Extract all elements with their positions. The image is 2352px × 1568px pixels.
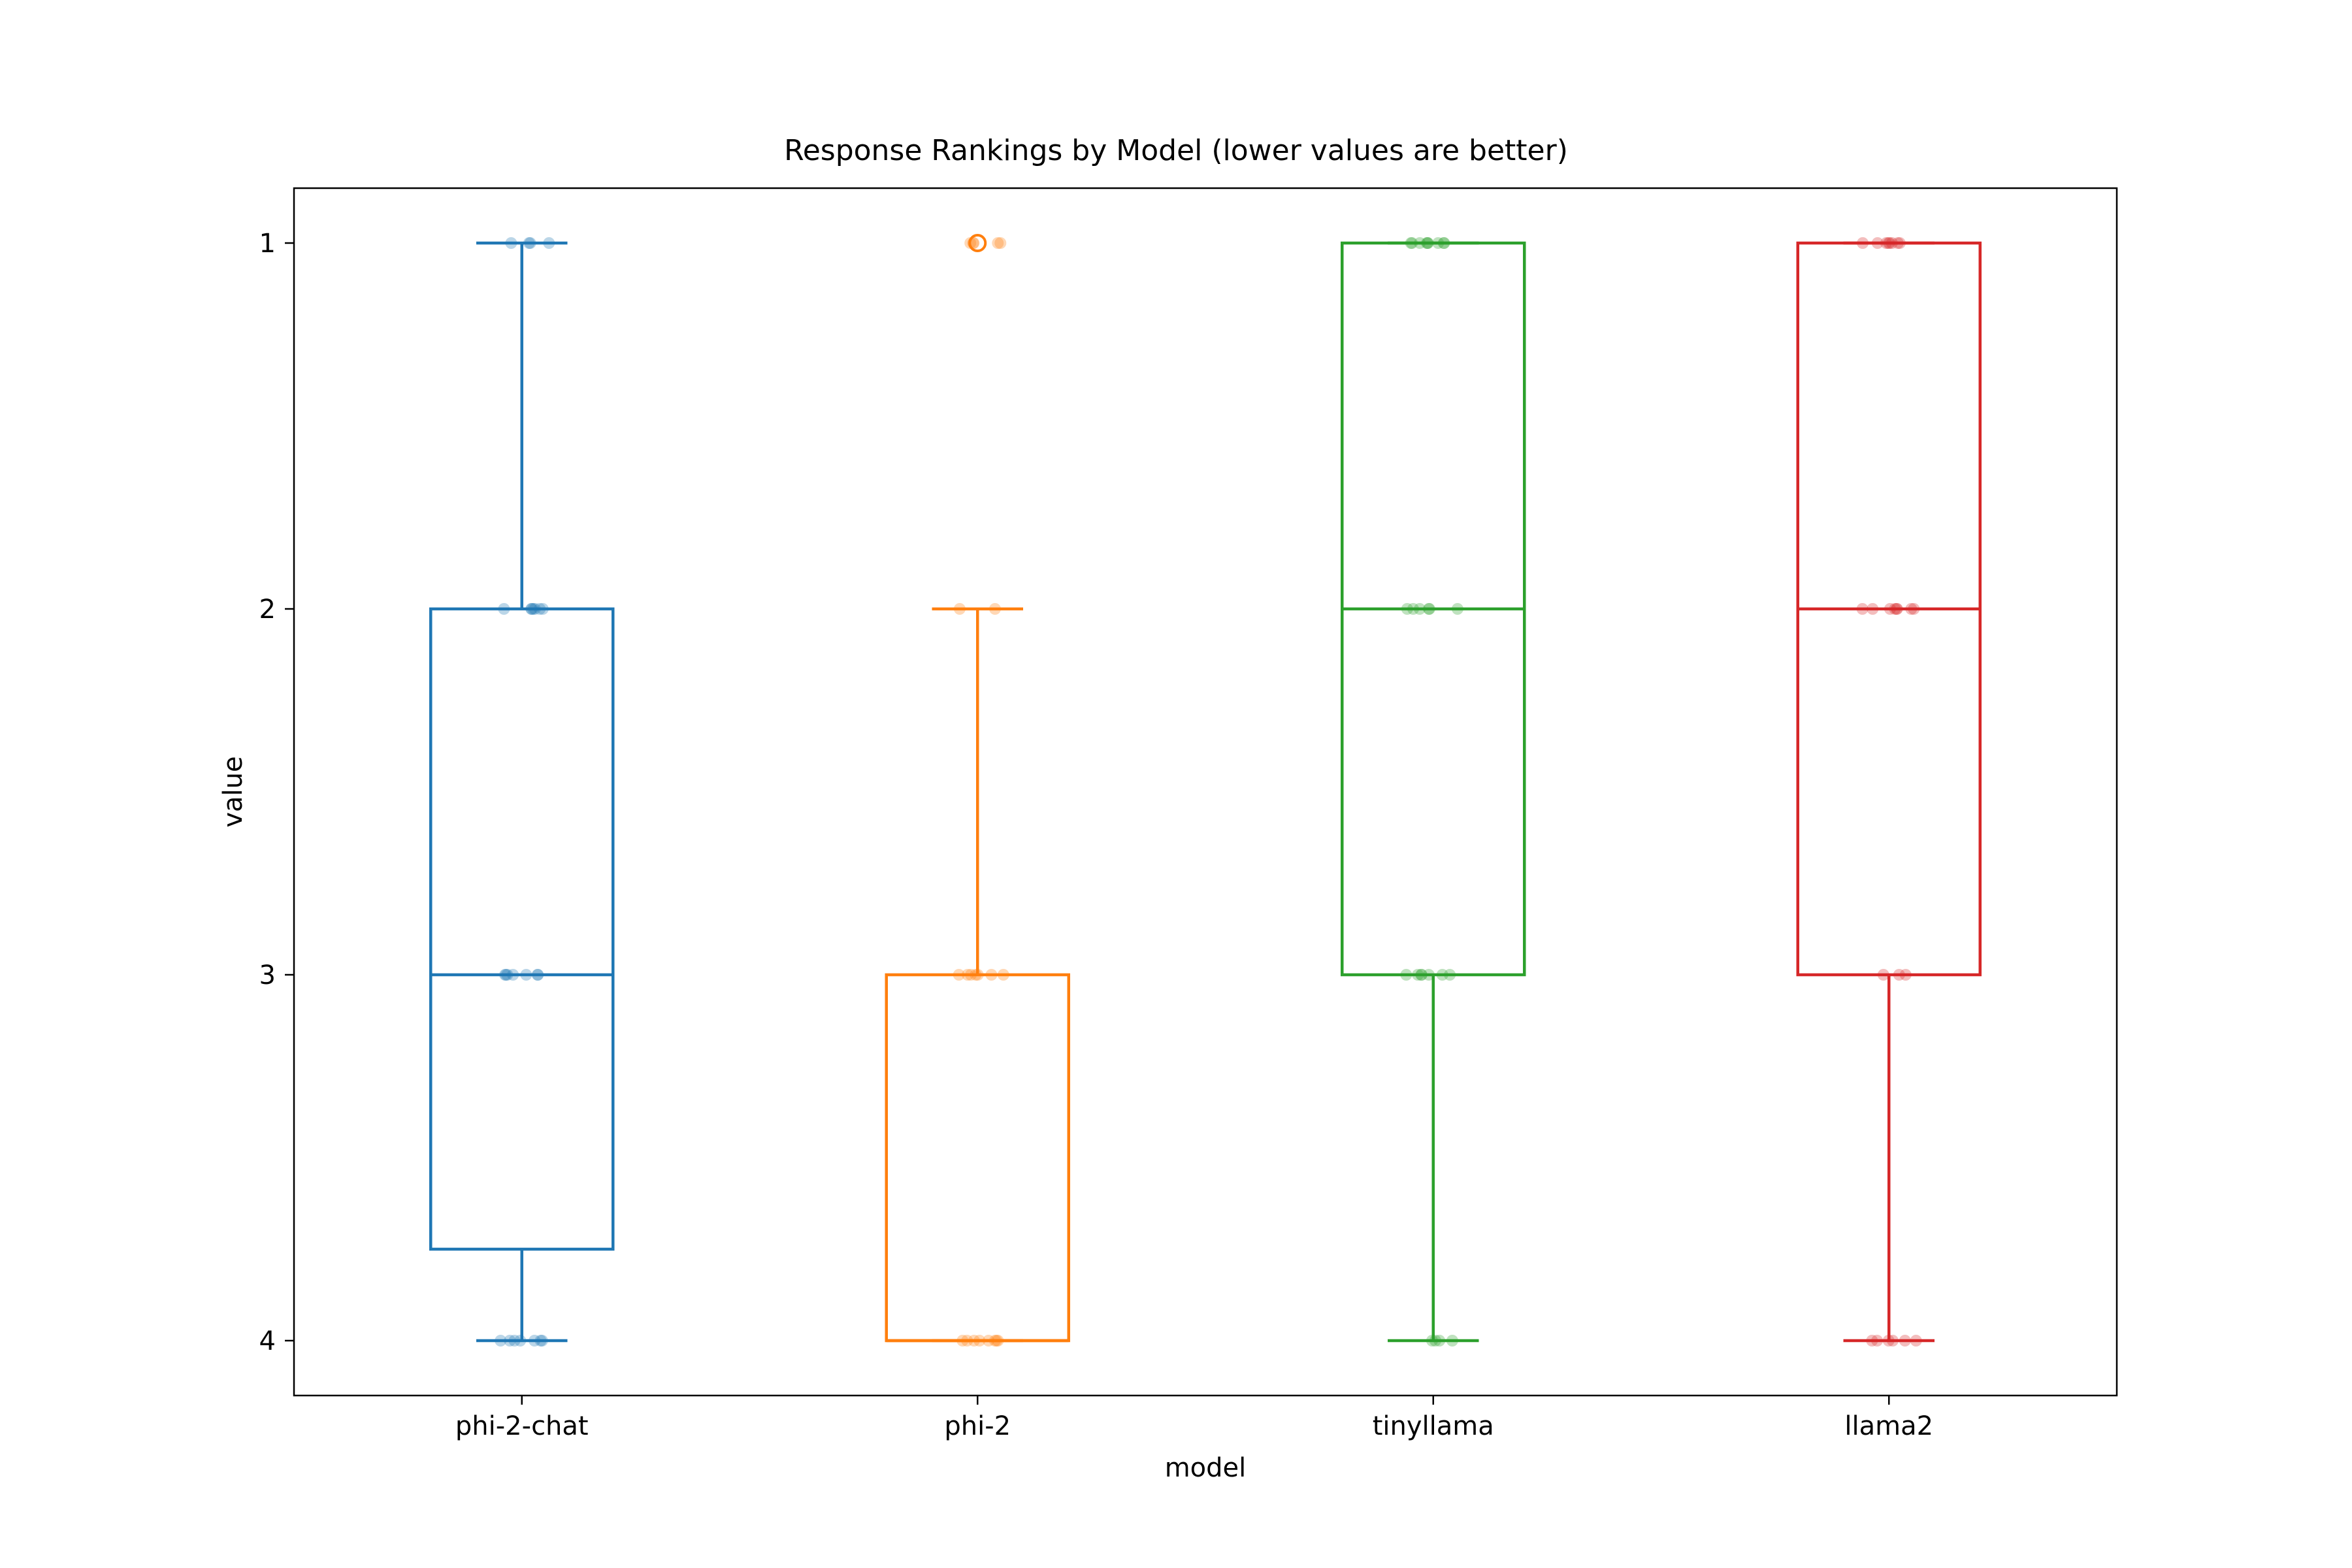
y-axis-label: value — [218, 756, 248, 827]
box-group-phi-2-chat — [429, 237, 615, 1347]
box-group-llama2 — [1796, 237, 1982, 1347]
data-point — [992, 237, 1004, 249]
chart-title: Response Rankings by Model (lower values… — [784, 134, 1568, 167]
outlier-marker — [968, 234, 987, 252]
box-group-phi-2 — [885, 234, 1070, 1347]
y-tick-label: 4 — [259, 1326, 276, 1356]
x-tick-label: llama2 — [1844, 1411, 1933, 1441]
x-tick-label: tinyllama — [1373, 1411, 1494, 1441]
y-tick-label: 3 — [259, 960, 276, 990]
axis-ticks: phi-2-chat phi-2 tinyllama llama2 1 2 3 4 — [259, 229, 1934, 1441]
y-tick-label: 2 — [259, 595, 276, 625]
x-axis-label: model — [1165, 1453, 1247, 1483]
x-tick-label: phi-2-chat — [455, 1411, 589, 1441]
box-group-tinyllama — [1341, 237, 1526, 1347]
data-point — [994, 237, 1007, 249]
plot-area — [429, 234, 1982, 1347]
y-tick-label: 1 — [259, 229, 276, 259]
x-tick-label: phi-2 — [944, 1411, 1011, 1441]
axes-frame — [293, 187, 2118, 1397]
